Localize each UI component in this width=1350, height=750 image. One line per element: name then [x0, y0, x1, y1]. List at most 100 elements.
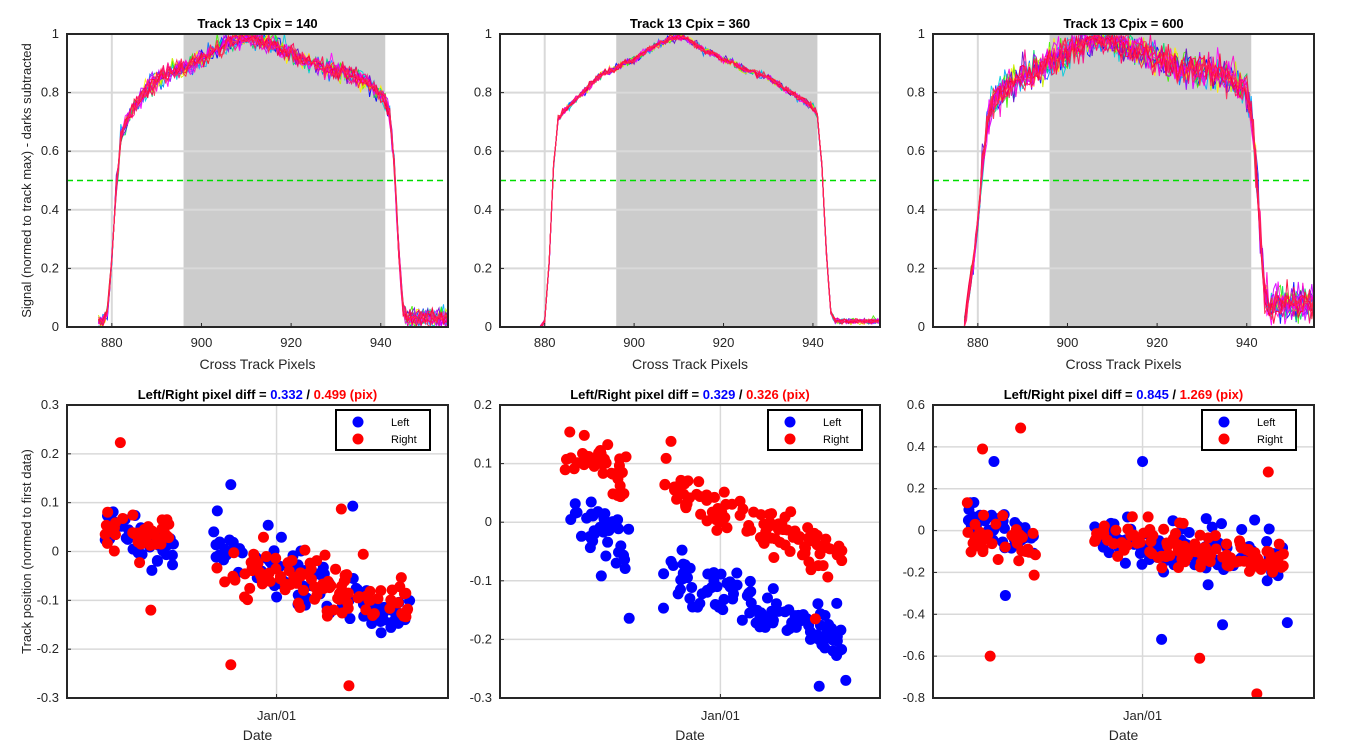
y-tick-label: 0 [485, 514, 492, 529]
scatter-point-right [561, 453, 573, 465]
scatter-point-left [684, 593, 696, 605]
scatter-point-right [1196, 547, 1208, 559]
scatter-point-right [597, 467, 609, 479]
scatter-point-right [255, 569, 267, 581]
y-tick-label: 0.6 [41, 143, 59, 158]
y-tick-label: 0 [485, 319, 492, 334]
title-left-value: 0.329 [703, 387, 736, 402]
subplot-title: Track 13 Cpix = 140 [197, 16, 317, 31]
scatter-point-right [721, 522, 733, 534]
scatter-point-right [1243, 545, 1255, 557]
axes-frame [66, 404, 449, 699]
scatter-point-left [767, 583, 779, 595]
scatter-point-left [602, 536, 614, 548]
scatter-point-right [109, 517, 121, 529]
scatter-point-left [813, 634, 825, 646]
scatter-point-right [257, 531, 269, 543]
scatter-point-right [977, 443, 989, 455]
scatter-point-left [658, 568, 670, 580]
scatter-point-right [401, 604, 413, 616]
subplot-title: Left/Right pixel diff = 0.845 / 1.269 (p… [1004, 387, 1244, 402]
scatter-point-left [584, 542, 596, 554]
legend-label-left: Left [1257, 417, 1275, 429]
scatter-point-left [745, 586, 757, 598]
y-tick-label: 0.2 [907, 481, 925, 496]
x-axis-label: Date [243, 727, 273, 743]
scatter-point-right [718, 486, 730, 498]
scatter-point-right [763, 508, 775, 520]
scatter-point-left [1200, 513, 1212, 525]
scatter-point-left [569, 498, 581, 510]
y-tick-label: 0.2 [41, 446, 59, 461]
scatter-point-right [680, 498, 692, 510]
scatter-point-left [227, 536, 239, 548]
scatter-point-right [792, 533, 804, 545]
y-tick-label: 0.3 [41, 397, 59, 412]
axes-frame [66, 33, 449, 328]
title-right-value: 0.326 (pix) [746, 387, 810, 402]
scatter-point-left [595, 570, 607, 582]
scatter-point-left [213, 549, 225, 561]
scatter-point-right [132, 532, 144, 544]
scatter-point-right [288, 571, 300, 583]
scatter-point-right [1110, 524, 1122, 536]
axes-frame [499, 404, 881, 699]
scatter-points [961, 422, 1293, 698]
scatter-point-left [1119, 557, 1131, 569]
profile-trace [963, 34, 1314, 327]
scatter-point-left [1136, 558, 1148, 570]
y-tick-label: 0 [918, 319, 925, 334]
scatter-point-right [108, 545, 120, 557]
scatter-point-right [978, 509, 990, 521]
x-tick-label: 880 [101, 335, 123, 350]
scatter-point-right [286, 554, 298, 566]
scatter-point-right [779, 539, 791, 551]
scatter-point-right [1221, 559, 1233, 571]
scatter-point-right [1263, 546, 1275, 558]
scatter-point-right [225, 659, 237, 671]
scatter-point-right [737, 503, 749, 515]
legend-label-right: Right [823, 434, 849, 446]
x-axis-label: Cross Track Pixels [1066, 356, 1182, 372]
scatter-point-left [826, 623, 838, 635]
scatter-point-right [682, 475, 694, 487]
scatter-point-right [1020, 546, 1032, 558]
scatter-point-right [999, 541, 1011, 553]
scatter-point-right [1112, 550, 1124, 562]
y-axis-label: Signal (normed to track max) - darks sub… [19, 43, 34, 318]
scatter-point-left [225, 479, 237, 491]
scatter-point-left [999, 589, 1011, 601]
scatter-point-right [965, 546, 977, 558]
scatter-point-left [623, 523, 635, 535]
scatter-point-left [812, 598, 824, 610]
scatter-point-left [1261, 575, 1273, 587]
scatter-point-right [706, 506, 718, 518]
y-tick-label: 0 [918, 523, 925, 538]
scatter-point-right [1156, 562, 1168, 574]
scatter-point-right [292, 597, 304, 609]
profile-traces [97, 34, 448, 327]
x-tick-label: 940 [1236, 335, 1258, 350]
x-tick-label: 940 [802, 335, 824, 350]
scatter-point-right [1126, 511, 1138, 523]
axes-frame [932, 33, 1315, 328]
scatter-point-left [696, 588, 708, 600]
scatter-point-right [618, 488, 630, 500]
scatter-point-right [577, 448, 589, 460]
y-tick-label: 0 [52, 544, 59, 559]
scatter-point-left [1137, 456, 1149, 468]
title-left-value: 0.845 [1136, 387, 1169, 402]
scatter-point-left [1263, 523, 1275, 535]
scatter-point-right [245, 556, 257, 568]
subplot-3: 880 900 920 940 0 0.2 0.4 0.6 0.8 1 Track 13 Cpix … [907, 16, 1315, 372]
y-tick-label: -0.2 [470, 631, 492, 646]
axes-frame [499, 33, 881, 328]
scatter-point-right [385, 594, 397, 606]
legend: Left Right [1201, 409, 1297, 451]
scatter-point-left [615, 540, 627, 552]
scatter-point-left [607, 516, 619, 528]
scatter-point-left [744, 575, 756, 587]
scatter-point-left [840, 674, 852, 686]
scatter-point-right [227, 570, 239, 582]
profile-trace [97, 34, 448, 327]
